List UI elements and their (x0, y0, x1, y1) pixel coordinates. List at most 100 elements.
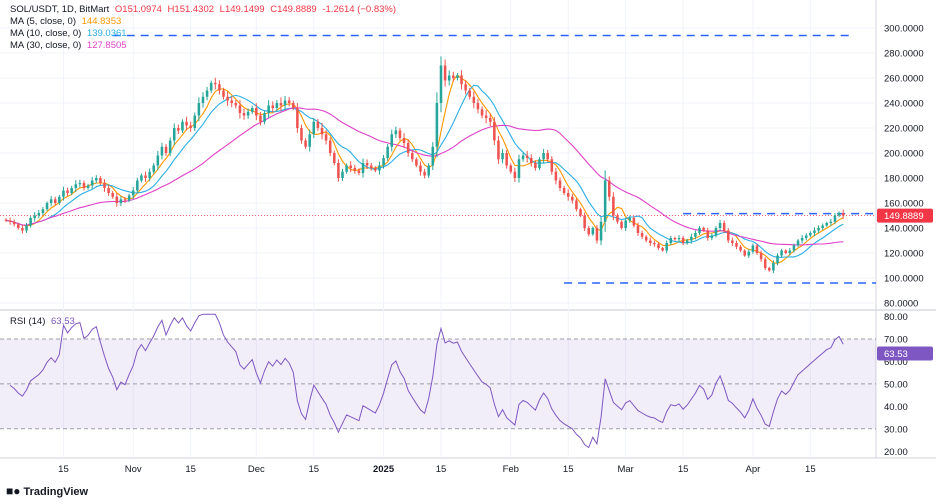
rsi-tick-label: 50.00 (884, 379, 908, 390)
candle-body (312, 121, 316, 135)
ma5-row[interactable]: MA (5, close, 0) 144.8353 (10, 16, 399, 28)
price-axis[interactable]: 300.0000 280.0000 260.0000 240.0000 220.0000… (884, 24, 924, 458)
candle-body (833, 215, 837, 222)
candle-body (214, 83, 217, 85)
symbol-label[interactable]: SOL/USDT, 1D, BitMart (10, 4, 110, 15)
candle-body (349, 165, 352, 168)
candle-body (123, 199, 127, 201)
candle-body (747, 251, 751, 256)
ma10-value: 139.0361 (86, 28, 127, 39)
candle-body (710, 235, 714, 238)
ma30-row[interactable]: MA (30, close, 0) 127.8505 (10, 40, 399, 52)
candle-body (599, 221, 603, 241)
candle-body (230, 100, 233, 103)
price-badge-bg (877, 208, 933, 223)
candle-body (439, 65, 443, 103)
candle-body (189, 125, 192, 128)
ma10-label: MA (10, close, 0) (10, 28, 82, 39)
candle-body (8, 220, 12, 222)
candle-body (538, 159, 541, 168)
candle-body (447, 75, 451, 81)
candle-body (74, 184, 78, 188)
open-value: O151.0974 (114, 4, 162, 15)
price-tick-label: 140.0000 (884, 224, 924, 235)
candle-body (583, 215, 586, 228)
candle-body (25, 225, 28, 231)
candle-body (464, 84, 467, 91)
candle-body (86, 185, 90, 188)
price-tick-label: 280.0000 (884, 49, 924, 60)
candle-body (427, 165, 430, 176)
candle-body (374, 168, 377, 171)
candle-body (718, 223, 722, 228)
candle-body (780, 250, 783, 256)
candle-body (357, 170, 361, 173)
candle-body (624, 220, 627, 228)
tradingview-icon: ■● (6, 484, 21, 498)
candle-body (53, 199, 57, 203)
candle-body (390, 134, 394, 147)
candle-body (525, 155, 529, 158)
candle-body (542, 153, 545, 160)
candle-body (172, 128, 176, 141)
rsi-legend[interactable]: RSI (14) 63.53 (10, 316, 78, 328)
candle-body (534, 163, 537, 168)
candle-body (365, 163, 369, 166)
candle-body (103, 183, 106, 188)
candle-body (369, 165, 373, 168)
candle-body (562, 188, 566, 193)
candle-body (817, 228, 820, 231)
candle-body (29, 218, 32, 226)
candle-body (82, 183, 86, 188)
time-tick-label: 15 (563, 464, 574, 475)
candle-body (755, 245, 759, 253)
candle-body (17, 224, 20, 228)
candle-body (665, 243, 668, 251)
value-badges: 149.8889 63.53 (877, 208, 933, 361)
candle-body (620, 221, 623, 228)
candle-body (177, 128, 180, 131)
candle-body (443, 65, 447, 81)
price-tick-label: 240.0000 (884, 99, 924, 110)
candle-body (452, 75, 455, 78)
ma-line-10 (5, 84, 844, 258)
candle-body (37, 213, 41, 216)
candles[interactable] (4, 56, 845, 274)
tradingview-logo[interactable]: ■● TradingView (6, 484, 88, 498)
candle-body (148, 171, 151, 178)
candle-body (111, 193, 114, 197)
candle-body (493, 121, 496, 141)
candle-body (685, 240, 689, 243)
candle-body (694, 233, 697, 237)
candle-body (90, 180, 94, 186)
candle-body (788, 250, 792, 253)
candle-body (698, 228, 701, 233)
candle-body (804, 235, 808, 238)
rsi-tick-label: 30.00 (884, 424, 908, 435)
candle-body (144, 175, 147, 178)
candle-body (361, 163, 365, 173)
candle-body (152, 165, 156, 172)
candle-body (431, 146, 435, 166)
candle-body (809, 233, 812, 236)
price-tick-label: 220.0000 (884, 124, 924, 135)
candle-body (136, 180, 139, 191)
price-tick-label: 180.0000 (884, 174, 924, 185)
candle-body (800, 238, 804, 241)
time-tick-label: Mar (617, 464, 633, 475)
candle-body (341, 171, 344, 178)
candle-body (62, 190, 65, 197)
candle-body (484, 115, 488, 118)
ma10-row[interactable]: MA (10, close, 0) 139.0361 (10, 28, 399, 40)
candle-body (509, 165, 513, 172)
time-axis[interactable]: 15 Nov 15 Dec 15 2025 15 Feb 15 Mar 15 Apr 15 (58, 464, 815, 475)
price-tick-label: 160.0000 (884, 199, 924, 210)
rsi-tick-label: 70.00 (884, 334, 908, 345)
candle-body (616, 215, 619, 222)
candle-body (743, 250, 746, 256)
candle-body (472, 96, 476, 103)
time-tick-label: 2025 (373, 464, 395, 475)
candle-body (681, 238, 685, 243)
candle-body (726, 230, 730, 241)
